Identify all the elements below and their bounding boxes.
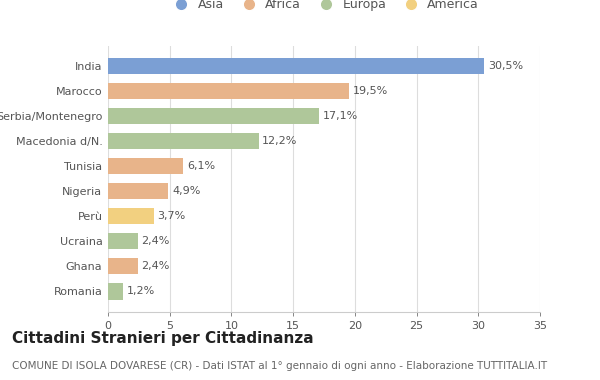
Text: COMUNE DI ISOLA DOVARESE (CR) - Dati ISTAT al 1° gennaio di ogni anno - Elaboraz: COMUNE DI ISOLA DOVARESE (CR) - Dati IST… [12, 361, 547, 371]
Bar [108, 183, 169, 199]
Text: 19,5%: 19,5% [352, 86, 388, 96]
Bar [108, 58, 484, 74]
Text: 2,4%: 2,4% [142, 261, 170, 271]
Text: 6,1%: 6,1% [187, 161, 215, 171]
Bar [108, 158, 183, 174]
Text: 17,1%: 17,1% [323, 111, 358, 121]
Text: Cittadini Stranieri per Cittadinanza: Cittadini Stranieri per Cittadinanza [12, 331, 314, 345]
Bar [108, 83, 349, 99]
Text: 2,4%: 2,4% [142, 236, 170, 246]
Bar [108, 208, 154, 224]
Bar [108, 283, 123, 299]
Bar [108, 258, 137, 274]
Text: 12,2%: 12,2% [262, 136, 298, 146]
Bar [108, 133, 259, 149]
Text: 3,7%: 3,7% [157, 211, 185, 221]
Legend: Asia, Africa, Europa, America: Asia, Africa, Europa, America [164, 0, 484, 16]
Text: 1,2%: 1,2% [127, 287, 155, 296]
Text: 4,9%: 4,9% [172, 186, 200, 196]
Text: 30,5%: 30,5% [488, 61, 523, 71]
Bar [108, 108, 319, 124]
Bar [108, 233, 137, 249]
